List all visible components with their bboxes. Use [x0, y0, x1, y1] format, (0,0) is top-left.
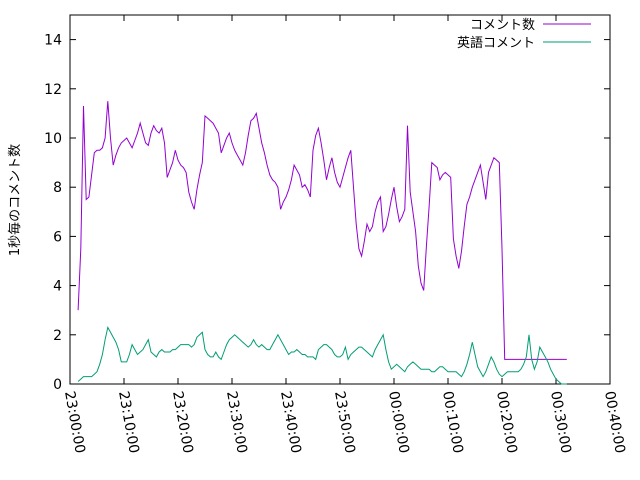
x-axis: 23:00:00 23:10:00 23:20:00 23:30:00 23:40:00…: [61, 15, 628, 455]
x-tick-label: 00:30:00: [547, 390, 574, 455]
y-tick-label: 10: [44, 131, 62, 147]
y-tick-label: 6: [53, 229, 62, 245]
y-axis-label: 1秒毎のコメント数: [7, 144, 23, 256]
y-tick-label: 2: [53, 328, 62, 344]
y-tick-label: 12: [44, 82, 62, 98]
x-tick-label: 23:30:00: [223, 390, 250, 455]
x-tick-label: 23:20:00: [169, 390, 196, 455]
series-layer: [77, 101, 567, 385]
plot-frame: [69, 14, 611, 385]
legend-label-1: コメント数: [470, 18, 535, 33]
y-axis: 0 2 4 6 8 10 12 14: [44, 33, 610, 393]
legend-label-2: 英語コメント: [457, 35, 535, 51]
x-tick-label: 00:10:00: [439, 390, 466, 455]
x-tick-label: 23:50:00: [331, 390, 358, 455]
y-tick-label: 0: [53, 377, 62, 393]
series-line-2: [77, 325, 567, 385]
x-tick-label: 23:10:00: [115, 390, 142, 455]
y-tick-label: 8: [53, 180, 62, 196]
series-line-1: [77, 101, 567, 360]
x-tick-label: 23:00:00: [61, 390, 88, 455]
y-tick-label: 4: [53, 279, 62, 295]
x-tick-label: 00:00:00: [385, 390, 412, 455]
x-tick-label: 00:20:00: [493, 390, 520, 455]
x-tick-label: 00:40:00: [601, 390, 628, 455]
x-tick-label: 23:40:00: [277, 390, 304, 455]
y-tick-label: 14: [44, 33, 62, 49]
